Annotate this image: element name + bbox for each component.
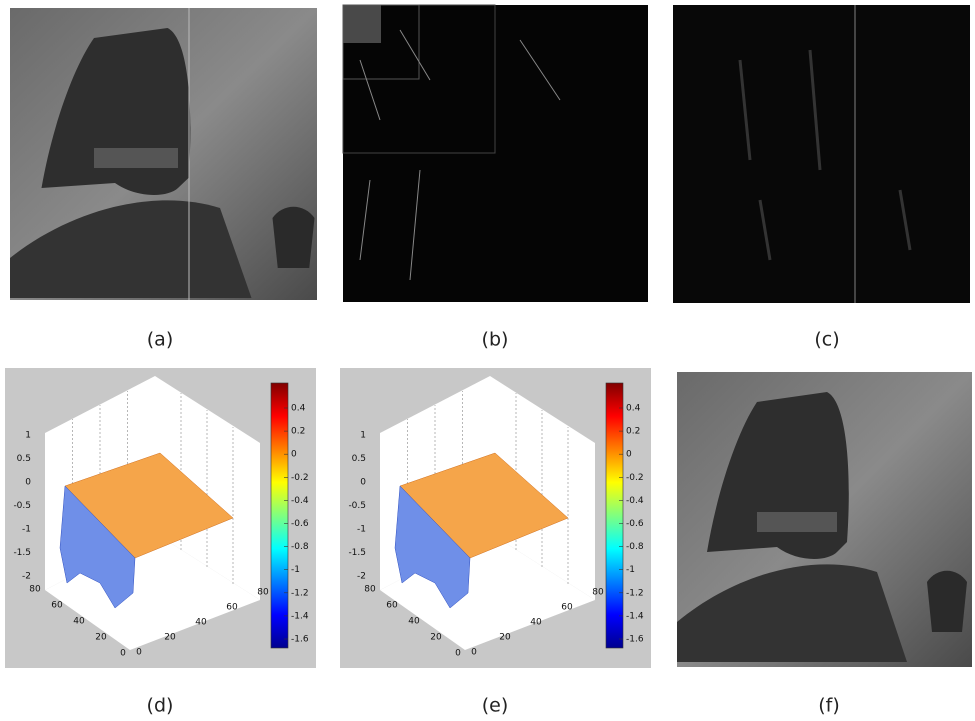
x-tick-label: 0 bbox=[136, 648, 142, 658]
colorbar-tick-label: -0.4 bbox=[291, 496, 309, 506]
page: (a) (b) (c) (d) (e) (f) 1 0.5 0 -0.5 -1 -1.5 -2 80 60 4… bbox=[0, 0, 975, 721]
colorbar bbox=[271, 383, 288, 648]
caption: (f) bbox=[818, 695, 840, 717]
colorbar-tick-label: -1.6 bbox=[626, 635, 644, 645]
z-tick-label: 0 bbox=[360, 478, 366, 488]
colorbar-tick-label: -1 bbox=[291, 565, 300, 575]
z-tick-label: 0 bbox=[25, 478, 31, 488]
colorbar-tick-label: -0.6 bbox=[626, 519, 644, 529]
colorbar-tick-label: -1.4 bbox=[626, 611, 644, 621]
colorbar-tick-label: 0.2 bbox=[291, 427, 305, 437]
y-tick-label: 60 bbox=[51, 601, 63, 611]
x-tick-label: 80 bbox=[257, 588, 269, 598]
z-tick-label: -0.5 bbox=[13, 501, 31, 511]
colorbar-tick-label: -0.2 bbox=[626, 473, 644, 483]
colorbar-tick-label: 0 bbox=[626, 450, 632, 460]
z-tick-label: -1.5 bbox=[348, 548, 366, 558]
colorbar-tick-label: -1.6 bbox=[291, 635, 309, 645]
colorbar-tick-label: -1.2 bbox=[626, 588, 644, 598]
colorbar bbox=[606, 383, 623, 648]
colorbar-tick-label: -0.8 bbox=[626, 542, 644, 552]
image-c bbox=[673, 5, 970, 303]
colorbar-tick-label: -0.4 bbox=[626, 496, 644, 506]
y-tick-label: 20 bbox=[430, 633, 442, 643]
z-tick-label: 1 bbox=[25, 431, 31, 441]
caption: (b) bbox=[482, 329, 509, 351]
y-tick-label: 0 bbox=[455, 649, 461, 659]
colorbar-tick-label: -0.8 bbox=[291, 542, 309, 552]
caption: (c) bbox=[814, 329, 839, 351]
y-tick-label: 80 bbox=[29, 585, 41, 595]
caption: (e) bbox=[482, 695, 509, 717]
y-tick-label: 40 bbox=[73, 617, 85, 627]
z-tick-label: -0.5 bbox=[348, 501, 366, 511]
x-tick-label: 60 bbox=[561, 603, 573, 613]
z-tick-label: -1 bbox=[357, 525, 366, 535]
x-tick-label: 0 bbox=[471, 648, 477, 658]
x-tick-label: 20 bbox=[164, 633, 176, 643]
colorbar-tick-label: 0.4 bbox=[291, 404, 306, 414]
x-tick-label: 20 bbox=[499, 633, 511, 643]
colorbar-tick-label: -1.4 bbox=[291, 611, 309, 621]
y-tick-label: 0 bbox=[120, 649, 126, 659]
x-tick-label: 60 bbox=[226, 603, 238, 613]
caption: (d) bbox=[147, 695, 174, 717]
z-tick-label: -2 bbox=[22, 572, 31, 582]
x-tick-label: 40 bbox=[195, 618, 207, 628]
colorbar-tick-label: 0 bbox=[291, 450, 297, 460]
colorbar-tick-label: 0.2 bbox=[626, 427, 640, 437]
z-tick-label: 0.5 bbox=[352, 454, 366, 464]
caption: (a) bbox=[147, 329, 173, 351]
z-tick-label: -2 bbox=[357, 572, 366, 582]
colorbar-tick-label: -0.6 bbox=[291, 519, 309, 529]
z-tick-label: 1 bbox=[360, 431, 366, 441]
y-tick-label: 40 bbox=[408, 617, 420, 627]
z-tick-label: -1.5 bbox=[13, 548, 31, 558]
colorbar-tick-label: -0.2 bbox=[291, 473, 309, 483]
z-tick-label: 0.5 bbox=[17, 454, 31, 464]
image-b-ll bbox=[343, 5, 381, 43]
x-tick-label: 40 bbox=[530, 618, 542, 628]
x-tick-label: 80 bbox=[592, 588, 604, 598]
colorbar-tick-label: 0.4 bbox=[626, 404, 641, 414]
y-tick-label: 60 bbox=[386, 601, 398, 611]
y-tick-label: 80 bbox=[364, 585, 376, 595]
y-tick-label: 20 bbox=[95, 633, 107, 643]
z-tick-label: -1 bbox=[22, 525, 31, 535]
colorbar-tick-label: -1 bbox=[626, 565, 635, 575]
figure: (a) (b) (c) (d) (e) (f) 1 0.5 0 -0.5 -1 -1.5 -2 80 60 4… bbox=[0, 0, 975, 721]
colorbar-tick-label: -1.2 bbox=[291, 588, 309, 598]
